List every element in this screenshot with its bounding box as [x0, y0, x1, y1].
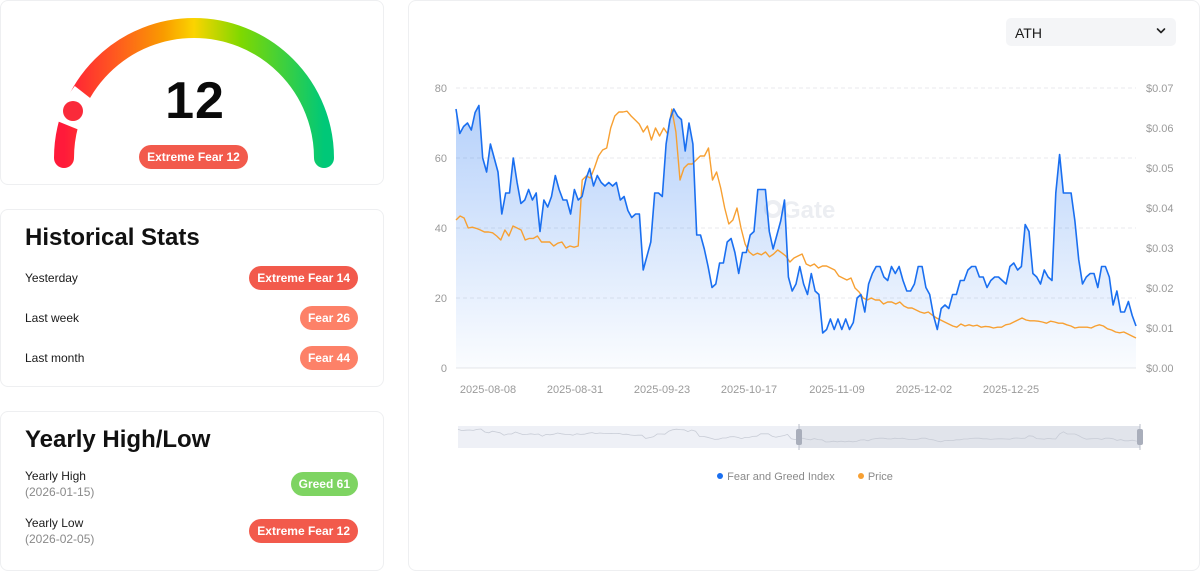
fear-greed-line — [455, 104, 1137, 334]
svg-text:2025-12-02: 2025-12-02 — [896, 384, 952, 396]
legend-dot-orange-icon — [857, 473, 864, 479]
yearly-high-low-card: Yearly High/Low Yearly High (2026-01-15)… — [0, 411, 384, 571]
svg-text:$0.00: $0.00 — [1146, 363, 1174, 375]
chart-card: ATH Gate 0 20 40 60 80 $0.00 $0.01 $0.02 $0.03 $… — [408, 0, 1200, 571]
gate-watermark: Gate — [764, 197, 835, 224]
stat-label-last-month: Last month — [25, 351, 85, 365]
gauge-status-badge: Extreme Fear 12 — [139, 145, 248, 169]
price-line — [455, 108, 1137, 339]
svg-text:20: 20 — [435, 293, 447, 305]
data-zoom-slider[interactable] — [457, 424, 1143, 450]
fear-greed-gauge-card: 12 Extreme Fear 12 — [0, 0, 384, 185]
historical-stats-title: Historical Stats — [25, 224, 200, 251]
left-y-axis: 0 20 40 60 80 — [435, 83, 447, 375]
legend-item-fear-greed[interactable]: Fear and Greed Index — [717, 471, 835, 483]
svg-text:$0.06: $0.06 — [1146, 123, 1174, 135]
svg-text:0: 0 — [441, 363, 447, 375]
svg-text:40: 40 — [435, 223, 447, 235]
gauge-value: 12 — [165, 72, 225, 130]
yearly-high-badge: Greed 61 — [290, 472, 358, 496]
svg-text:2025-08-08: 2025-08-08 — [460, 384, 516, 396]
svg-text:2025-09-23: 2025-09-23 — [634, 384, 690, 396]
stat-badge-last-month: Fear 44 — [299, 346, 358, 370]
slider-handle[interactable] — [796, 429, 802, 445]
svg-text:$0.04: $0.04 — [1146, 203, 1174, 215]
stat-label-yesterday: Yesterday — [25, 271, 78, 285]
legend-item-price[interactable]: Price — [857, 471, 893, 483]
stat-badge-yesterday: Extreme Fear 14 — [249, 266, 358, 290]
svg-text:$0.03: $0.03 — [1146, 243, 1174, 255]
stat-label-last-week: Last week — [25, 311, 80, 325]
svg-text:Gate: Gate — [782, 197, 835, 224]
fear-greed-area — [456, 105, 1136, 368]
yearly-low-badge: Extreme Fear 12 — [249, 519, 358, 543]
yearly-title: Yearly High/Low — [25, 426, 211, 453]
legend-dot-blue-icon — [717, 473, 724, 479]
svg-text:2025-12-25: 2025-12-25 — [983, 384, 1039, 396]
historical-stats-card: Historical Stats Yesterday Extreme Fear … — [0, 209, 384, 387]
svg-text:$0.05: $0.05 — [1146, 163, 1174, 175]
svg-text:2025-08-31: 2025-08-31 — [547, 384, 603, 396]
svg-text:$0.07: $0.07 — [1146, 83, 1174, 95]
yearly-low-date: (2026-02-05) — [25, 532, 95, 546]
yearly-high-date: (2026-01-15) — [25, 485, 95, 499]
gauge-arc — [54, 18, 334, 168]
chevron-down-icon — [1156, 28, 1166, 34]
yearly-low-label: Yearly Low — [25, 516, 84, 530]
range-select[interactable]: ATH — [1006, 18, 1176, 46]
range-select-value: ATH — [1015, 25, 1042, 41]
chart-legend: Fear and Greed Index Price — [409, 471, 1200, 483]
svg-text:80: 80 — [435, 83, 447, 95]
svg-text:60: 60 — [435, 153, 447, 165]
stat-badge-last-week: Fear 26 — [299, 306, 358, 330]
svg-text:$0.02: $0.02 — [1146, 283, 1174, 295]
gauge-needle-dot — [63, 101, 83, 121]
svg-text:2025-11-09: 2025-11-09 — [809, 384, 864, 396]
fear-greed-price-chart[interactable]: Gate 0 20 40 60 80 $0.00 $0.01 $0.02 $0.03 $0.04… — [409, 1, 1200, 471]
slider-handle[interactable] — [1137, 429, 1143, 445]
svg-text:2025-10-17: 2025-10-17 — [721, 384, 777, 396]
x-axis: 2025-08-08 2025-08-31 2025-09-23 2025-10-17… — [460, 384, 1039, 396]
right-y-axis: $0.00 $0.01 $0.02 $0.03 $0.04 $0.05 $0.06 $0.07 — [1146, 83, 1174, 375]
svg-text:$0.01: $0.01 — [1146, 323, 1174, 335]
yearly-high-label: Yearly High — [25, 469, 86, 483]
